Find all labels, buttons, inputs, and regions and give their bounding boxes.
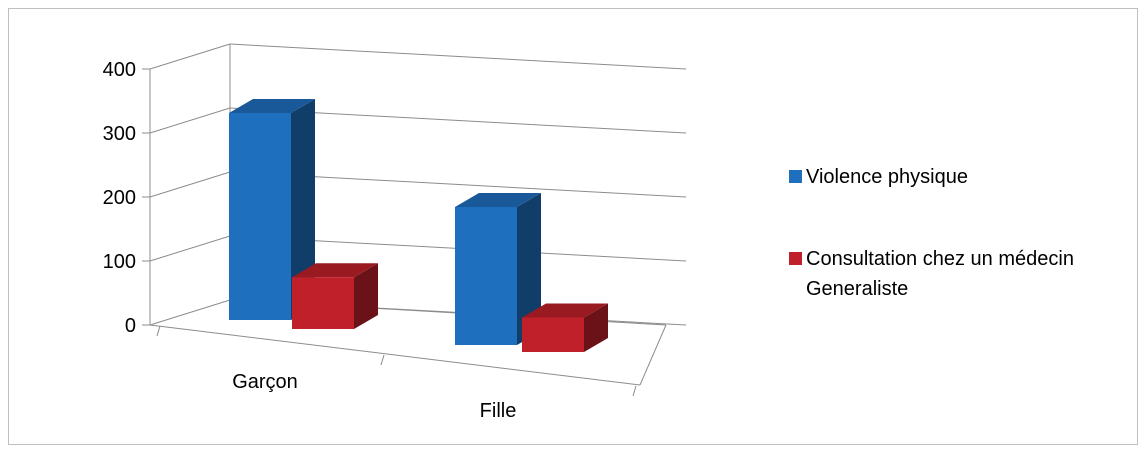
gridline-side-4 bbox=[149, 43, 231, 70]
bar-side bbox=[584, 303, 608, 352]
x-tick-mark-2 bbox=[632, 385, 637, 397]
legend-item: Violence physique bbox=[789, 166, 968, 188]
y-tick-label: 300 bbox=[103, 123, 136, 145]
bar-top bbox=[455, 193, 541, 207]
bar bbox=[229, 99, 315, 320]
legend-swatch bbox=[789, 170, 802, 183]
gridline-side-2 bbox=[149, 171, 231, 198]
legend-swatch bbox=[789, 252, 802, 265]
x-tick-label: Fille bbox=[480, 400, 517, 422]
floor-right-edge bbox=[639, 324, 667, 386]
gridline-side-1 bbox=[149, 235, 231, 262]
bars bbox=[229, 99, 608, 352]
axis-labels: 0 100 200 300 400 Garçon Fille bbox=[103, 59, 517, 422]
gridline-side-0 bbox=[149, 299, 231, 326]
bar-side bbox=[354, 263, 378, 329]
bar-side bbox=[517, 193, 541, 345]
bar-front bbox=[292, 277, 354, 329]
x-tick-mark-0 bbox=[156, 325, 161, 337]
legend-label: Consultation chez un médecin bbox=[806, 248, 1074, 270]
bar bbox=[292, 263, 378, 329]
bar-top bbox=[522, 303, 608, 318]
legend: Violence physique Consultation chez un mé… bbox=[789, 166, 1074, 300]
x-tick-mark-1 bbox=[380, 354, 385, 366]
bar-front bbox=[522, 317, 584, 352]
y-tick-label: 100 bbox=[103, 251, 136, 273]
legend-label: Violence physique bbox=[806, 166, 968, 188]
floor-front-edge bbox=[149, 324, 641, 386]
bar-top bbox=[229, 99, 315, 113]
y-tick-label: 200 bbox=[103, 187, 136, 209]
legend-label: Generaliste bbox=[806, 278, 908, 300]
bar bbox=[455, 193, 541, 345]
bar-front bbox=[455, 207, 517, 345]
bar bbox=[522, 303, 608, 352]
chart-area bbox=[8, 8, 1138, 445]
bar-top bbox=[292, 263, 378, 278]
bar-front bbox=[229, 113, 291, 320]
x-tick-label: Garçon bbox=[232, 371, 298, 393]
legend-item: Consultation chez un médecin Generaliste bbox=[789, 248, 1074, 300]
gridline-back-4 bbox=[229, 43, 687, 70]
bar-side bbox=[291, 99, 315, 320]
y-tick-label: 400 bbox=[103, 59, 136, 81]
gridline-side-3 bbox=[149, 107, 231, 134]
y-tick-label: 0 bbox=[125, 315, 136, 337]
